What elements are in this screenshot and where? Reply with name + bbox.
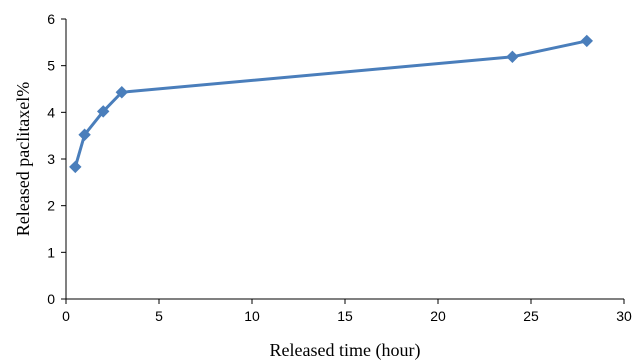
y-axis-label: Released paclitaxel%	[13, 82, 33, 236]
x-tick-label: 20	[430, 308, 446, 324]
y-tick-label: 0	[47, 291, 55, 307]
y-tick-label: 1	[47, 244, 55, 260]
x-axis-label: Released time (hour)	[270, 340, 421, 361]
x-tick-label: 15	[337, 308, 353, 324]
y-axis-ticks: 0 1 2 3 4 5 6	[47, 11, 66, 307]
data-point-marker	[96, 105, 110, 118]
data-point-marker	[580, 34, 594, 48]
y-tick-label: 5	[47, 58, 55, 74]
x-tick-label: 25	[523, 308, 539, 324]
series-line	[73, 39, 588, 168]
data-point-marker	[115, 86, 129, 99]
x-tick-label: 5	[155, 308, 163, 324]
y-tick-label: 3	[47, 151, 55, 167]
data-point-marker	[78, 128, 91, 141]
x-tick-label: 10	[244, 308, 260, 324]
x-tick-label: 30	[616, 308, 632, 324]
y-tick-label: 6	[47, 11, 55, 27]
data-point-marker	[69, 160, 82, 174]
series-layer	[69, 34, 594, 174]
x-tick-label: 0	[62, 308, 70, 324]
data-point-marker	[506, 50, 519, 64]
x-axis-ticks: 0 5 10 15 20 25 30	[62, 299, 632, 324]
y-tick-label: 4	[47, 104, 55, 120]
y-tick-label: 2	[47, 198, 55, 214]
